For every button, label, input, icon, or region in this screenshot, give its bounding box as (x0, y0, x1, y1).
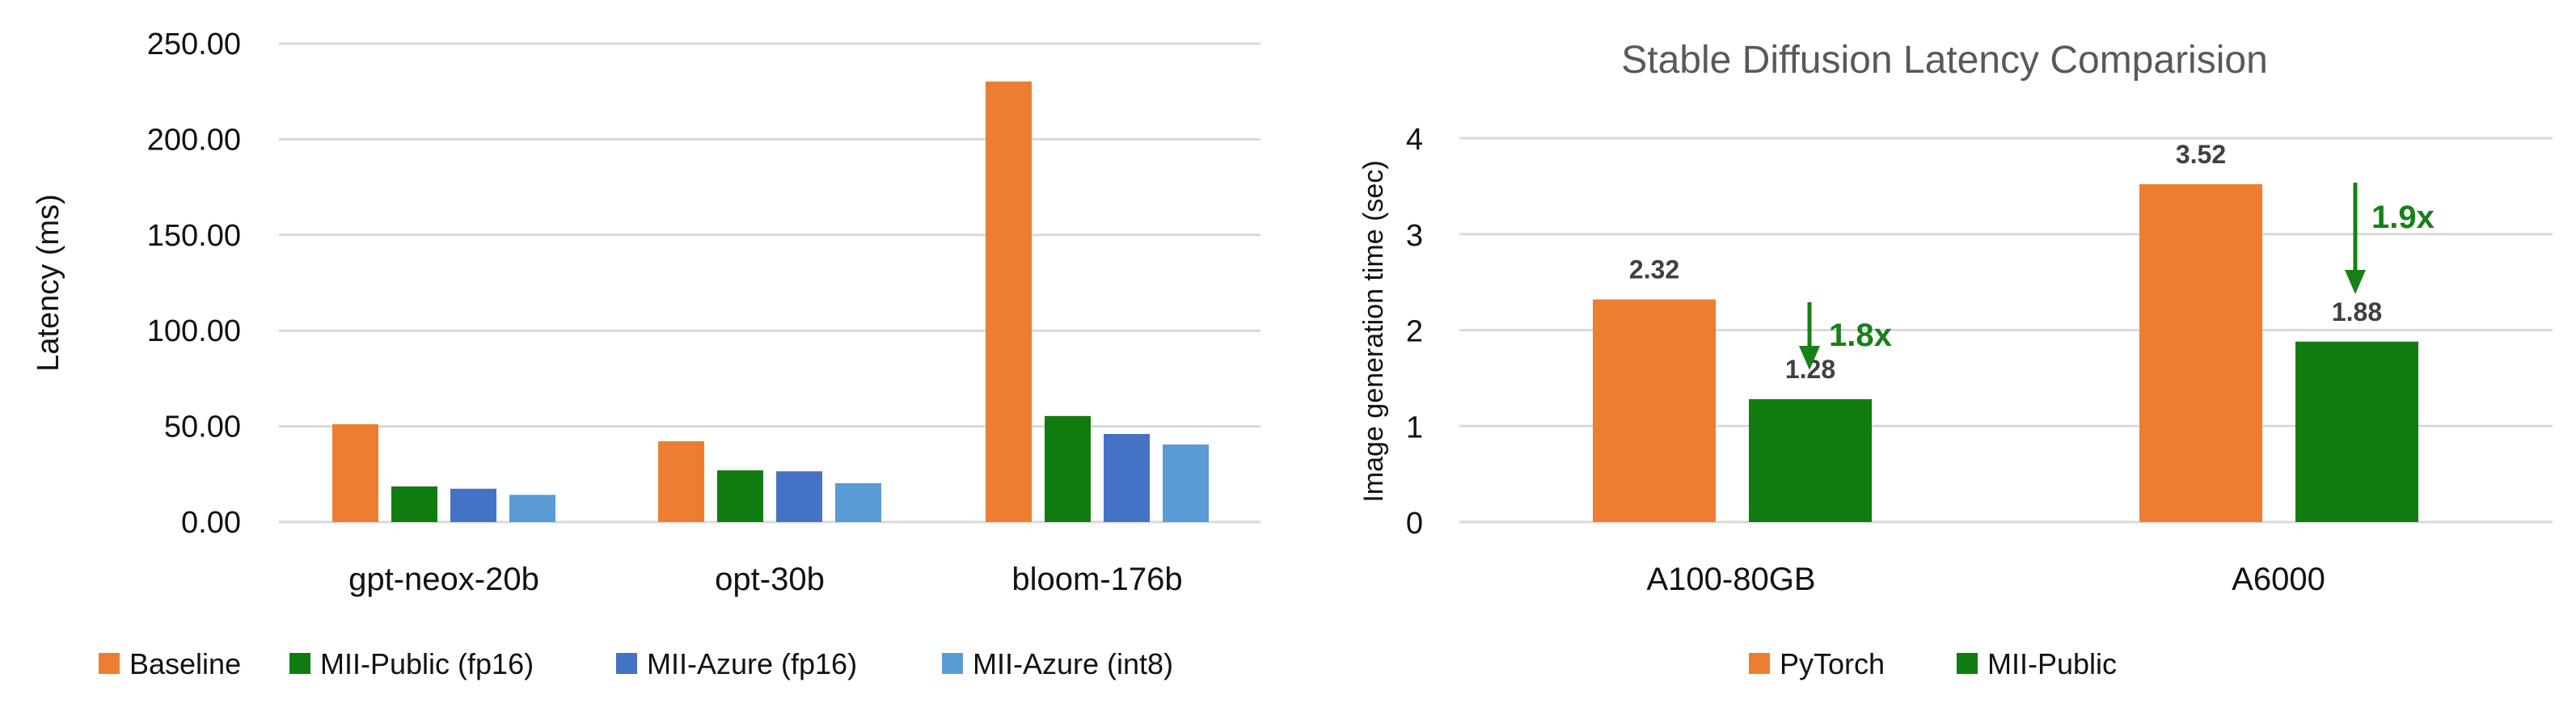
x-tick-label: A6000 (2232, 562, 2325, 597)
legend-label: MII-Public (1987, 647, 2117, 680)
legend-swatch (942, 653, 963, 674)
data-label: 1.88 (2332, 297, 2382, 326)
legend-label: MII-Azure (fp16) (647, 647, 857, 680)
legend-label: Baseline (129, 647, 241, 680)
y-axis-label: Image generation time (sec) (1358, 160, 1389, 502)
legend-swatch (99, 653, 120, 674)
bar-pytorch (1593, 299, 1716, 522)
bar-baseline (332, 423, 378, 522)
bar-mii-azure-int8- (509, 495, 555, 522)
x-tick-label: gpt-neox-20b (348, 562, 539, 597)
data-label: 2.32 (1629, 255, 1679, 284)
speedup-label: 1.8x (1829, 318, 1892, 353)
legend-swatch (1749, 653, 1770, 674)
bar-mii-public-fp16- (391, 486, 437, 522)
x-tick-label: A100-80GB (1646, 562, 1815, 597)
legend-swatch (616, 653, 637, 674)
y-axis-label: Latency (ms) (32, 194, 65, 372)
bar-baseline (986, 81, 1032, 522)
y-tick-label: 2 (1406, 315, 1423, 349)
legend-label: MII-Public (fp16) (320, 647, 534, 680)
y-tick-label: 200.00 (147, 123, 241, 157)
bar-mii-public (1749, 399, 1872, 522)
stable-diffusion-bar-chart: Stable Diffusion Latency Comparision Ima… (1358, 39, 2553, 680)
bar-mii-public-fp16- (1045, 415, 1091, 522)
y-tick-label: 50.00 (164, 411, 241, 444)
y-tick-label: 4 (1406, 123, 1423, 157)
bar-pytorch (2139, 184, 2262, 522)
y-tick-label: 1 (1406, 411, 1423, 444)
bar-mii-azure-fp16- (450, 488, 496, 522)
bar-mii-azure-fp16- (1104, 434, 1150, 522)
y-tick-label: 250.00 (147, 27, 241, 61)
bar-mii-azure-int8- (835, 482, 881, 522)
data-label: 3.52 (2176, 140, 2226, 169)
legend-label: MII-Azure (int8) (973, 647, 1173, 680)
bar-mii-public (2295, 341, 2418, 522)
chart-title: Stable Diffusion Latency Comparision (1621, 39, 2268, 82)
latency-bar-chart: Latency (ms) 0.00 50.00 100.00 150.00 200.00… (32, 27, 1261, 680)
x-tick-label: opt-30b (715, 562, 825, 597)
legend-swatch (1957, 653, 1978, 674)
x-tick-label: bloom-176b (1011, 562, 1182, 597)
arrow-down-icon (2345, 270, 2366, 294)
bar-mii-azure-int8- (1163, 444, 1209, 522)
legend-label: PyTorch (1780, 647, 1885, 680)
bar-baseline (658, 441, 704, 522)
y-tick-label: 0.00 (181, 506, 241, 540)
bar-mii-azure-fp16- (776, 471, 822, 522)
y-tick-label: 0 (1406, 507, 1423, 541)
speedup-label: 1.9x (2371, 200, 2435, 235)
bar-mii-public-fp16- (717, 470, 763, 522)
y-tick-label: 3 (1406, 219, 1423, 253)
y-tick-label: 100.00 (147, 314, 241, 348)
arrow-down-icon (1799, 346, 1820, 370)
y-tick-label: 150.00 (147, 219, 241, 253)
legend-swatch (289, 653, 310, 674)
